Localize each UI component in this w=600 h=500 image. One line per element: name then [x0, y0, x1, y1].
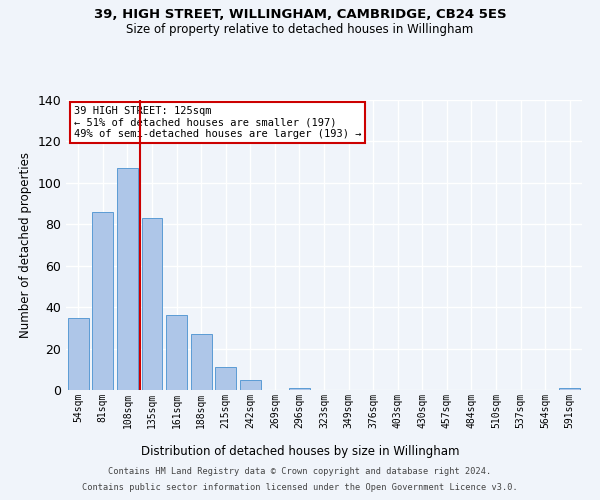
Bar	[191, 334, 212, 390]
Text: Contains public sector information licensed under the Open Government Licence v3: Contains public sector information licen…	[82, 484, 518, 492]
Text: 39 HIGH STREET: 125sqm
← 51% of detached houses are smaller (197)
49% of semi-de: 39 HIGH STREET: 125sqm ← 51% of detached…	[74, 106, 361, 139]
Bar	[142, 218, 163, 390]
Bar	[92, 212, 113, 390]
Text: Size of property relative to detached houses in Willingham: Size of property relative to detached ho…	[127, 22, 473, 36]
Text: Contains HM Land Registry data © Crown copyright and database right 2024.: Contains HM Land Registry data © Crown c…	[109, 467, 491, 476]
Bar	[559, 388, 580, 390]
Bar	[240, 380, 261, 390]
Bar	[117, 168, 138, 390]
Text: Distribution of detached houses by size in Willingham: Distribution of detached houses by size …	[141, 444, 459, 458]
Bar	[215, 367, 236, 390]
Y-axis label: Number of detached properties: Number of detached properties	[19, 152, 32, 338]
Bar	[68, 318, 89, 390]
Text: 39, HIGH STREET, WILLINGHAM, CAMBRIDGE, CB24 5ES: 39, HIGH STREET, WILLINGHAM, CAMBRIDGE, …	[94, 8, 506, 20]
Bar	[289, 388, 310, 390]
Bar	[166, 316, 187, 390]
